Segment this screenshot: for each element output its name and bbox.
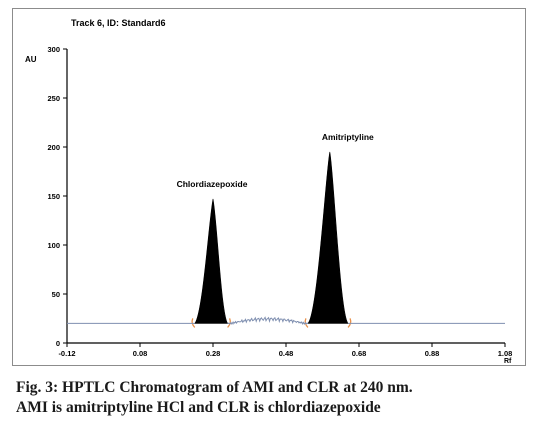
x-tick-label: -0.12 — [58, 349, 75, 358]
chart-title: Track 6, ID: Standard6 — [71, 18, 166, 28]
x-tick-label: 0.48 — [279, 349, 294, 358]
axes: 0 50 100 150 200 250 300 -0.12 0.08 0.28 0.48 0.68 0… — [47, 45, 512, 358]
baseline-middle — [227, 316, 309, 326]
x-tick-label: 0.28 — [206, 349, 221, 358]
y-tick-label: 200 — [47, 143, 60, 152]
peak-label: Amitriptyline — [322, 132, 374, 142]
peak-label: Chlordiazepoxide — [177, 179, 248, 189]
peak-labels: Chlordiazepoxide Amitriptyline — [177, 132, 374, 189]
y-tick-label: 100 — [47, 241, 60, 250]
y-tick-label: 150 — [47, 192, 60, 201]
x-tick-label: 0.08 — [133, 349, 148, 358]
y-tick-label: 50 — [52, 290, 60, 299]
peak-1 — [194, 198, 229, 324]
peak-2 — [307, 151, 349, 324]
y-axis-label: AU — [25, 55, 37, 64]
y-tick-label: 250 — [47, 94, 60, 103]
x-axis-label: Rf — [504, 358, 512, 365]
trace-layer — [67, 316, 505, 326]
x-tick-label: 0.88 — [425, 349, 440, 358]
x-tick-label: 1.08 — [498, 349, 513, 358]
chart-frame: Track 6, ID: Standard6 AU Rf 0 50 100 150 20… — [12, 8, 526, 366]
caption-line-1: Fig. 3: HPTLC Chromatogram of AMI and CL… — [16, 379, 413, 396]
peaks-layer — [191, 151, 352, 328]
caption-line-2: AMI is amitriptyline HCl and CLR is chlo… — [16, 399, 381, 416]
figure-caption: Fig. 3: HPTLC Chromatogram of AMI and CL… — [16, 378, 526, 418]
y-tick-label: 300 — [47, 45, 60, 54]
x-tick-label: 0.68 — [352, 349, 367, 358]
y-tick-label: 0 — [56, 339, 60, 348]
chromatogram-chart: Track 6, ID: Standard6 AU Rf 0 50 100 150 20… — [25, 18, 512, 365]
